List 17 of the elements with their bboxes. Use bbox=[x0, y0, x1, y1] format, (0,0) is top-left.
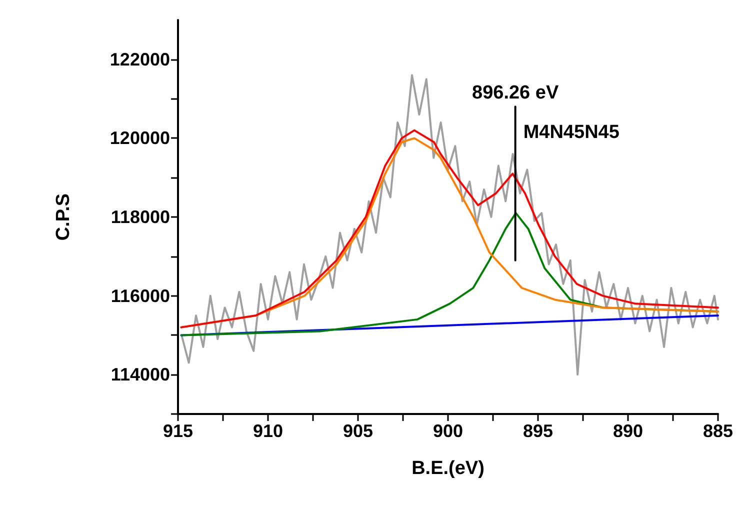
y-tick-label: 122000 bbox=[110, 49, 170, 70]
x-tick-label: 885 bbox=[702, 421, 734, 441]
x-tick-label: 890 bbox=[612, 421, 644, 441]
x-axis-title: B.E.(eV) bbox=[412, 458, 484, 479]
x-tick-label: 895 bbox=[522, 421, 554, 441]
x-tick-label: 915 bbox=[162, 421, 194, 441]
x-tick-label: 905 bbox=[342, 421, 374, 441]
x-tick-label: 900 bbox=[432, 421, 464, 441]
y-axis-title: C.P.S bbox=[53, 193, 74, 241]
x-tick-label: 910 bbox=[252, 421, 284, 441]
annotation: 896.26 eV bbox=[472, 82, 559, 104]
y-tick-label: 114000 bbox=[110, 364, 170, 385]
y-tick-label: 116000 bbox=[110, 286, 170, 306]
annotation: M4N45N45 bbox=[523, 122, 620, 144]
y-tick-label: 118000 bbox=[110, 207, 170, 227]
y-tick-label: 120000 bbox=[110, 128, 170, 148]
line-series bbox=[180, 74, 719, 376]
